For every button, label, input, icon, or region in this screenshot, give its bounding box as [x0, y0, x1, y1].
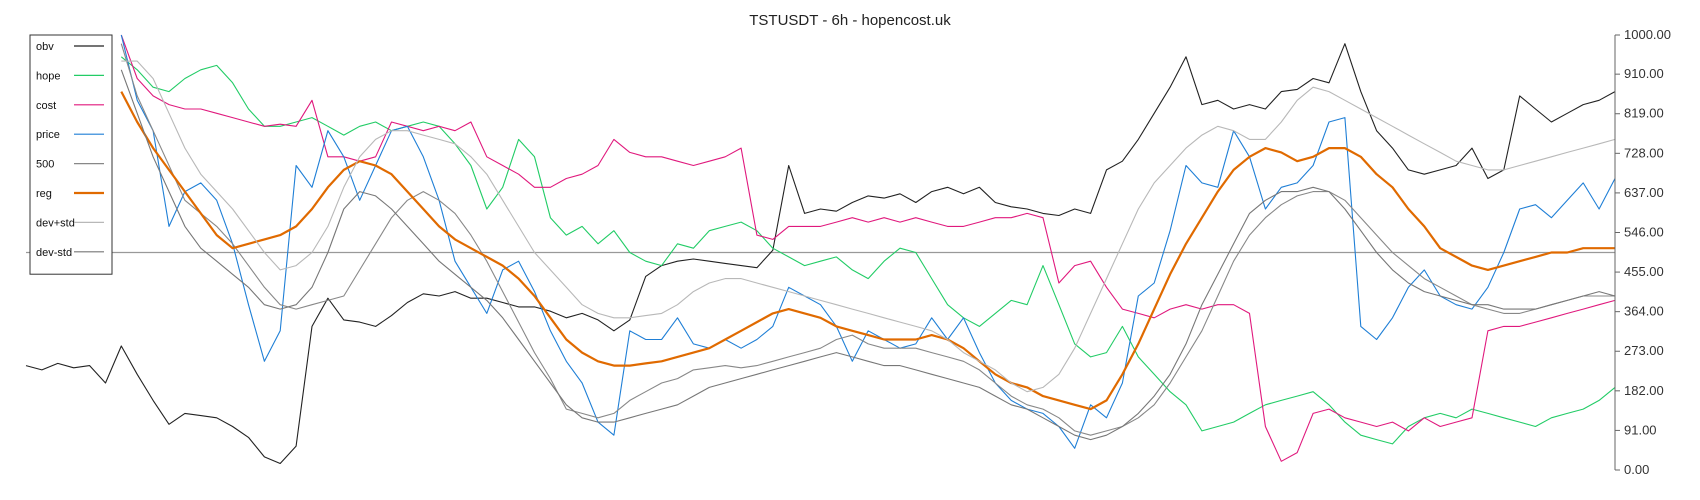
y-tick-label: 728.00: [1624, 145, 1664, 160]
y-tick-label: 0.00: [1624, 462, 1649, 477]
legend-label: cost: [36, 100, 56, 112]
series-line-reg: [120, 91, 1615, 411]
y-tick-label: 364.00: [1624, 304, 1664, 319]
series-line-price: [120, 34, 1616, 449]
series-line-obv: [25, 43, 1616, 465]
y-tick-label: 546.00: [1624, 224, 1664, 239]
series-line-cost: [120, 34, 1616, 462]
legend-label: 500: [36, 159, 54, 171]
legend-label: dev-std: [36, 247, 72, 259]
y-tick-label: 273.00: [1624, 343, 1664, 358]
y-tick-label: 1000.00: [1624, 27, 1671, 42]
legend-label: dev+std: [36, 217, 75, 229]
series-line-dev-std: [120, 69, 1616, 441]
series-line-dev-std: [121, 60, 1616, 393]
y-tick-label: 91.00: [1624, 422, 1657, 437]
chart-title: TSTUSDT - 6h - hopencost.uk: [749, 12, 951, 29]
legend-label: obv: [36, 41, 54, 53]
y-tick-label: 910.00: [1624, 66, 1664, 81]
y-tick-label: 819.00: [1624, 106, 1664, 121]
series-line-500: [120, 43, 1615, 436]
legend-label: reg: [36, 188, 52, 200]
y-tick-label: 455.00: [1624, 264, 1664, 279]
series-layer: [25, 34, 1616, 465]
series-line-hope: [120, 56, 1616, 445]
y-axis-ticks: 1000.00 910.00 819.00 728.00 637.00 546.00 455…: [1615, 27, 1671, 477]
legend-label: price: [36, 129, 60, 141]
y-tick-label: 637.00: [1624, 185, 1664, 200]
y-tick-label: 182.00: [1624, 383, 1664, 398]
legend-label: hope: [36, 70, 60, 82]
legend: obv hope cost price 500 reg dev+std dev-std: [29, 34, 113, 275]
